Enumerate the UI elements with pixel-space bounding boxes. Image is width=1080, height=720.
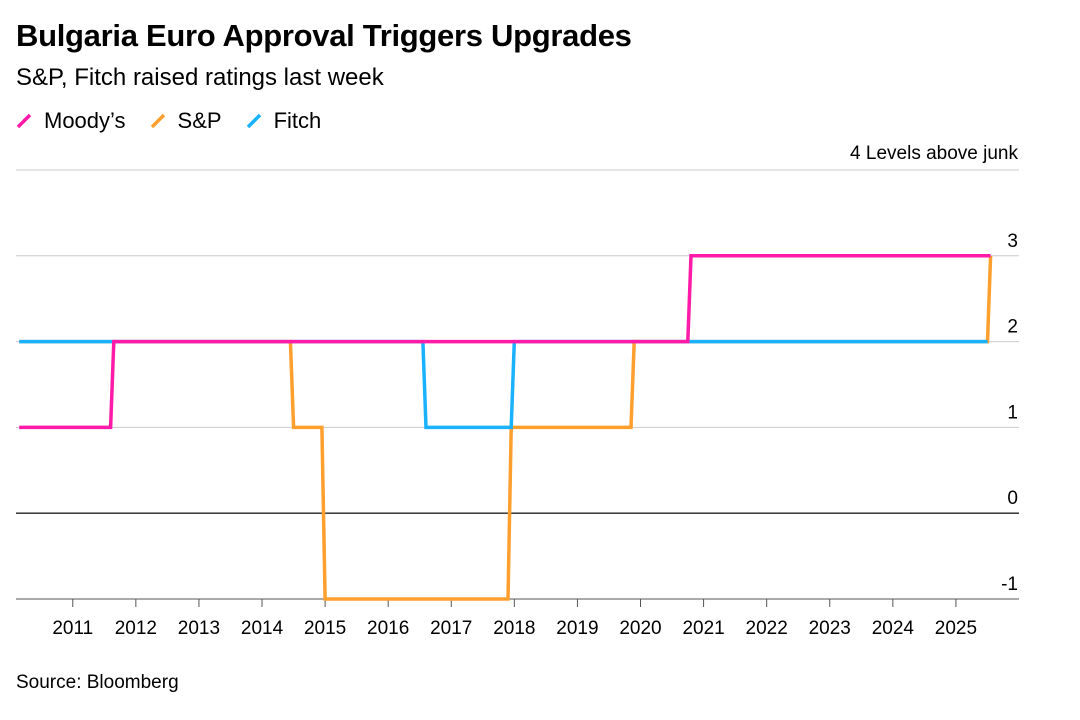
chart-subtitle: S&P, Fitch raised ratings last week <box>16 64 384 91</box>
series-line-fitch-line <box>19 339 988 430</box>
y-axis-label: 4 Levels above junk <box>850 143 1018 164</box>
legend-swatch-moodys <box>16 113 32 129</box>
legend-swatch-sp <box>150 113 165 129</box>
x-tick-label: 2012 <box>115 618 157 639</box>
x-tick-label: 2013 <box>178 618 220 639</box>
y-tick-label: 1 <box>1007 402 1018 423</box>
legend-item-fitch: Fitch <box>246 108 322 134</box>
x-tick-label: 2019 <box>556 618 598 639</box>
chart-title: Bulgaria Euro Approval Triggers Upgrades <box>16 18 632 53</box>
x-tick-label: 2016 <box>367 618 409 639</box>
y-tick-label: 3 <box>1007 231 1018 252</box>
legend-item-sp: S&P <box>150 108 222 134</box>
x-tick-label: 2011 <box>52 618 93 639</box>
legend-swatch-fitch <box>246 113 261 129</box>
y-tick-label: -1 <box>1001 574 1018 595</box>
y-tick-label: 2 <box>1007 317 1018 338</box>
legend-label-sp: S&P <box>177 108 222 133</box>
series-line-moodys-line <box>19 254 991 430</box>
x-tick-label: 2024 <box>872 618 915 639</box>
x-tick-label: 2015 <box>304 618 346 639</box>
legend-label-fitch: Fitch <box>273 108 322 133</box>
x-tick-label: 2023 <box>809 618 851 639</box>
x-tick-label: 2022 <box>746 618 788 639</box>
legend-swatch-line-moodys <box>16 113 32 129</box>
legend-item-moodys: Moody’s <box>16 108 126 134</box>
legend-label-moodys: Moody’s <box>44 108 126 133</box>
legend-swatch-line-fitch <box>246 113 261 129</box>
x-tick-label: 2017 <box>430 618 472 639</box>
x-tick-label: 2025 <box>935 618 977 639</box>
x-tick-label: 2020 <box>619 618 661 639</box>
x-tick-label: 2014 <box>241 618 284 639</box>
chart-legend: Moody’s S&P Fitch <box>16 106 345 136</box>
legend-swatch-line-sp <box>150 113 165 129</box>
chart-source: Source: Bloomberg <box>16 672 179 693</box>
x-tick-label: 2021 <box>682 618 724 639</box>
y-tick-label: 0 <box>1007 488 1018 509</box>
x-tick-label: 2018 <box>493 618 535 639</box>
